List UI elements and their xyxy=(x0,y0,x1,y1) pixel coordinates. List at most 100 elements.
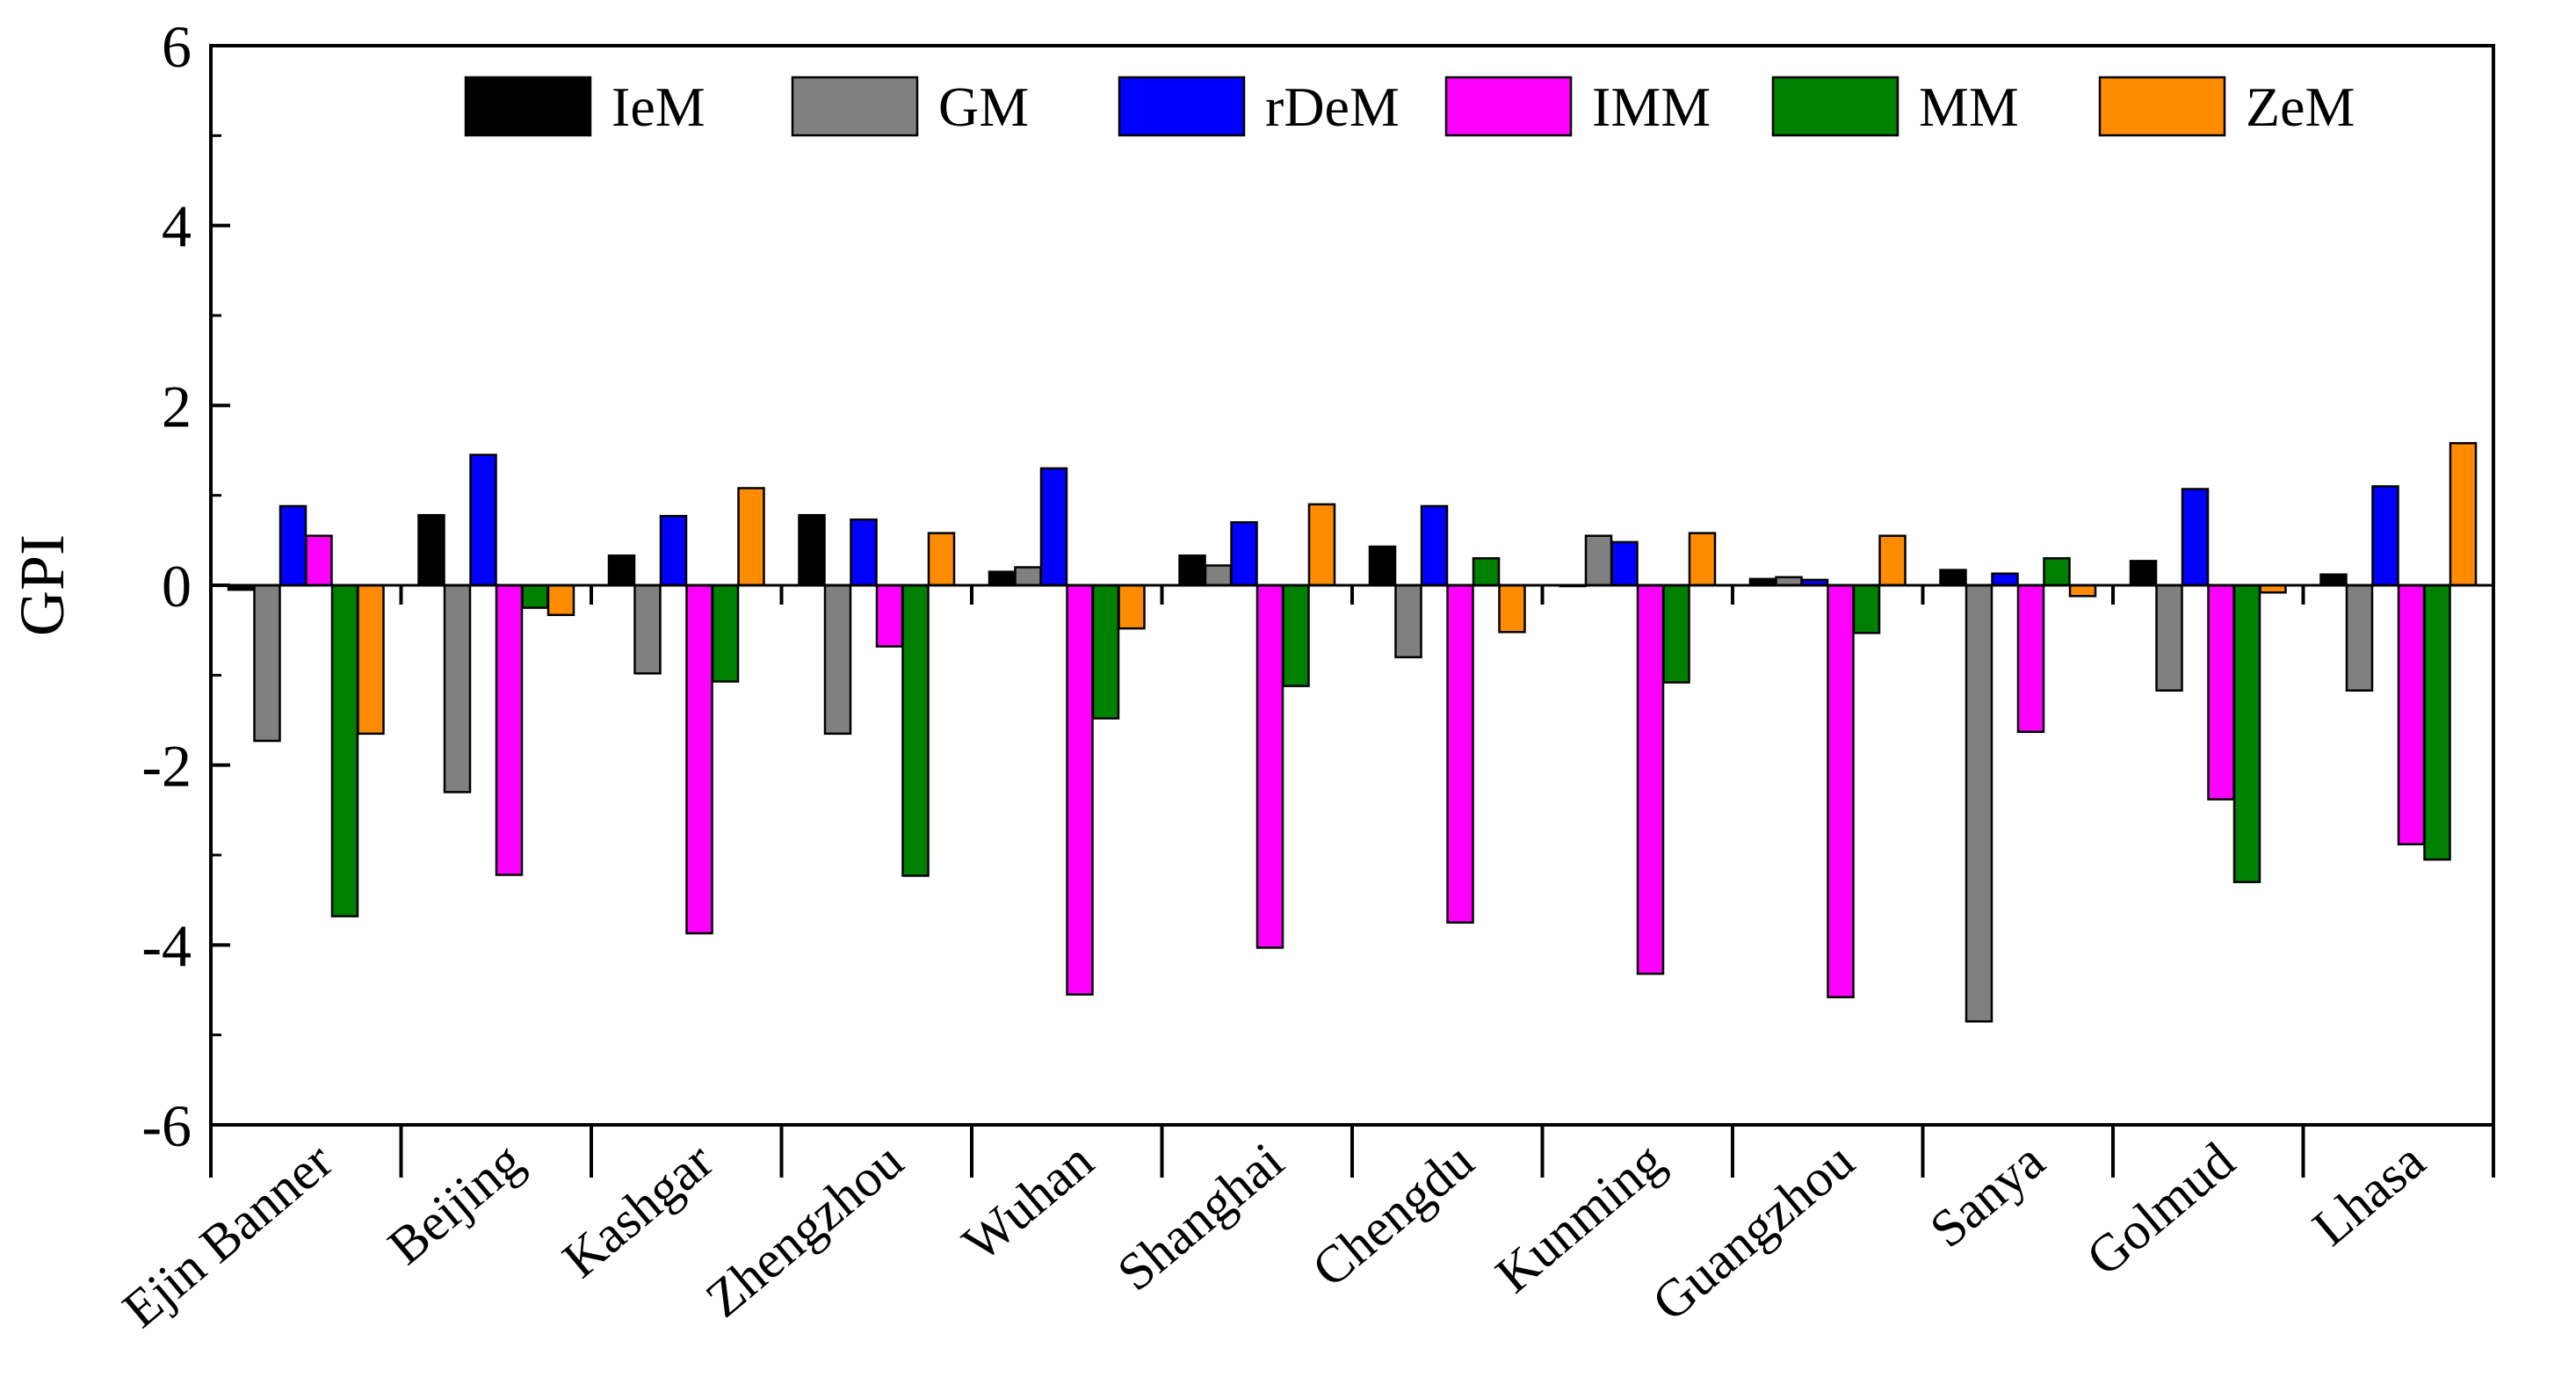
bar-rdem-golmud xyxy=(2181,488,2210,587)
bar-mm-lhasa xyxy=(2423,584,2451,861)
bar-imm-wuhan xyxy=(1066,584,1094,996)
bar-zem-kunming xyxy=(1688,532,1717,587)
legend-swatch-rdem xyxy=(1118,76,1246,137)
legend-item-imm: IMM xyxy=(1444,76,1711,138)
bar-mm-kunming xyxy=(1662,584,1690,684)
legend-swatch-imm xyxy=(1444,76,1573,137)
bar-mm-zhengzhou xyxy=(901,584,930,877)
legend-item-mm: MM xyxy=(1771,76,2019,138)
legend-swatch-zem xyxy=(2098,76,2226,137)
bar-gm-lhasa xyxy=(2345,584,2374,692)
bar-iem-beijing xyxy=(417,513,445,587)
x-tick-label-chengdu: Chengdu xyxy=(1301,1131,1484,1298)
bar-rdem-lhasa xyxy=(2371,485,2399,587)
bar-gm-beijing xyxy=(443,584,472,794)
bar-gm-zhengzhou xyxy=(823,584,852,736)
bar-rdem-zhengzhou xyxy=(850,518,878,587)
legend-label-iem: IeM xyxy=(611,76,706,138)
bar-iem-kashgar xyxy=(607,554,636,587)
bar-imm-ejin-banner xyxy=(305,534,333,587)
x-tick-label-wuhan: Wuhan xyxy=(952,1131,1103,1272)
bar-imm-chengdu xyxy=(1446,584,1474,924)
y-tick-labels: -6 -4 -2 0 2 4 6 xyxy=(141,13,192,1159)
legend-item-iem: IeM xyxy=(464,76,706,138)
bar-zem-guangzhou xyxy=(1878,534,1907,587)
bar-zem-beijing xyxy=(546,584,575,617)
axis-ticks xyxy=(209,44,2495,1178)
legend-label-rdem: rDeM xyxy=(1265,76,1400,138)
bar-imm-sanya xyxy=(2016,584,2045,734)
y-tick-label: 4 xyxy=(162,193,192,260)
bar-rdem-kashgar xyxy=(659,514,688,587)
y-tick-label: 6 xyxy=(162,13,192,80)
bar-rdem-sanya xyxy=(1991,572,2019,587)
bar-mm-kashgar xyxy=(711,584,740,683)
bar-imm-kashgar xyxy=(685,584,713,935)
bar-zem-kashgar xyxy=(737,487,765,587)
bar-imm-lhasa xyxy=(2397,584,2426,845)
x-tick-label-kashgar: Kashgar xyxy=(552,1131,724,1288)
y-tick-label: -2 xyxy=(141,733,192,800)
bar-imm-guangzhou xyxy=(1827,584,1855,998)
bar-gm-kashgar xyxy=(633,584,662,675)
x-tick-label-guangzhou: Guangzhou xyxy=(1641,1131,1864,1331)
bar-imm-zhengzhou xyxy=(875,584,904,648)
x-tick-label-kunming: Kunming xyxy=(1485,1131,1675,1303)
x-tick-label-shanghai: Shanghai xyxy=(1107,1131,1294,1301)
bar-imm-beijing xyxy=(495,584,524,876)
x-tick-label-zhengzhou: Zhengzhou xyxy=(695,1131,914,1328)
bar-imm-shanghai xyxy=(1255,584,1284,949)
bar-zem-lhasa xyxy=(2449,442,2478,587)
bar-iem-sanya xyxy=(1939,569,1967,587)
bar-rdem-chengdu xyxy=(1420,504,1449,587)
bar-gm-ejin-banner xyxy=(253,584,281,743)
legend-label-zem: ZeM xyxy=(2246,76,2355,138)
bar-rdem-beijing xyxy=(469,453,497,587)
bar-gm-wuhan xyxy=(1014,566,1042,587)
x-tick-label-ejin-banner: Ejin Banner xyxy=(112,1131,343,1338)
bar-mm-shanghai xyxy=(1282,584,1310,687)
y-tick-label: -4 xyxy=(141,912,192,979)
bar-iem-lhasa xyxy=(2319,573,2348,587)
legend-item-gm: GM xyxy=(791,76,1029,138)
bar-rdem-shanghai xyxy=(1230,521,1258,587)
bar-zem-sanya xyxy=(2068,584,2097,598)
legend-item-zem: ZeM xyxy=(2098,76,2355,138)
x-tick-label-lhasa: Lhasa xyxy=(2302,1131,2435,1257)
bars xyxy=(227,442,2478,1023)
legend: IeM GM rDeM IMM MM ZeM xyxy=(464,76,2355,138)
legend-swatch-gm xyxy=(791,76,919,137)
bar-imm-golmud xyxy=(2207,584,2235,801)
legend-item-rdem: rDeM xyxy=(1118,76,1400,138)
legend-label-gm: GM xyxy=(938,76,1029,138)
bar-iem-zhengzhou xyxy=(798,513,826,587)
bar-rdem-wuhan xyxy=(1039,467,1068,587)
y-axis-label: GPI xyxy=(7,534,77,636)
bar-gm-chengdu xyxy=(1394,584,1422,659)
bar-zem-chengdu xyxy=(1498,584,1526,634)
bar-mm-sanya xyxy=(2043,557,2071,587)
bar-mm-chengdu xyxy=(1472,557,1501,587)
bar-zem-wuhan xyxy=(1118,584,1146,630)
bar-iem-golmud xyxy=(2129,560,2158,587)
bar-gm-kunming xyxy=(1584,534,1613,587)
legend-swatch-mm xyxy=(1771,76,1899,137)
y-tick-label: 0 xyxy=(162,553,192,620)
bar-zem-shanghai xyxy=(1307,503,1336,587)
bar-mm-golmud xyxy=(2232,584,2261,883)
bar-iem-shanghai xyxy=(1178,554,1206,587)
bar-mm-guangzhou xyxy=(1852,584,1881,634)
x-tick-label-golmud: Golmud xyxy=(2076,1131,2246,1287)
bar-gm-sanya xyxy=(1965,584,1994,1023)
bar-gm-golmud xyxy=(2155,584,2183,692)
bar-mm-beijing xyxy=(521,584,549,609)
y-tick-label: -6 xyxy=(141,1092,192,1159)
legend-label-mm: MM xyxy=(1919,76,2019,138)
bar-rdem-kunming xyxy=(1610,540,1639,587)
y-tick-label: 2 xyxy=(162,373,192,439)
bar-mm-wuhan xyxy=(1091,584,1120,720)
legend-label-imm: IMM xyxy=(1592,76,1711,138)
x-tick-label-sanya: Sanya xyxy=(1919,1131,2055,1258)
